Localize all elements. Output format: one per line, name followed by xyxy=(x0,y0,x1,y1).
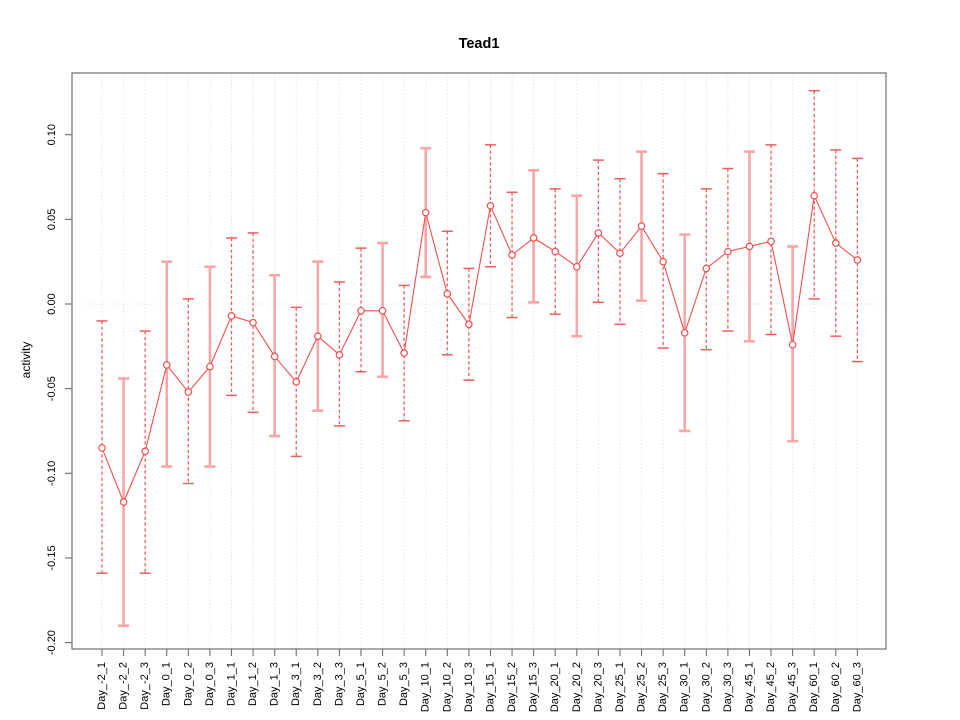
data-point xyxy=(270,352,279,361)
x-tick-label: Day_15_2 xyxy=(506,662,518,712)
data-point xyxy=(551,247,560,256)
data-point xyxy=(767,237,775,246)
data-point xyxy=(831,239,840,247)
x-tick-label: Day_20_1 xyxy=(549,662,561,712)
y-tick-label: 0.00 xyxy=(46,293,58,314)
x-tick-label: Day_45_1 xyxy=(743,662,755,712)
data-point xyxy=(637,222,646,230)
x-tick-label: Day_0_2 xyxy=(182,662,194,706)
data-point xyxy=(659,257,667,266)
y-tick-label: -0.15 xyxy=(46,545,58,570)
x-tick-label: Day_5_2 xyxy=(377,662,389,706)
data-point xyxy=(680,328,689,337)
data-point xyxy=(378,306,387,315)
x-tick-label: Day_1_1 xyxy=(225,662,237,706)
data-point xyxy=(573,262,581,271)
data-point xyxy=(206,362,214,371)
x-tick-label: Day_0_1 xyxy=(161,662,173,706)
x-tick-label: Day_60_1 xyxy=(808,662,820,712)
x-tick-label: Day_-2_1 xyxy=(96,662,108,710)
data-point xyxy=(357,306,365,315)
data-point xyxy=(443,290,452,298)
x-tick-label: Day_0_3 xyxy=(204,662,216,706)
x-tick-label: Day_1_2 xyxy=(247,662,259,706)
data-point xyxy=(162,361,171,369)
data-point xyxy=(184,388,193,396)
data-point xyxy=(249,318,257,327)
data-point xyxy=(292,378,301,386)
y-tick-label: 0.10 xyxy=(46,124,58,145)
x-tick-label: Day_60_3 xyxy=(851,662,863,712)
data-point xyxy=(314,332,322,340)
data-point xyxy=(702,264,711,273)
data-point xyxy=(508,251,516,259)
y-tick-label: -0.20 xyxy=(46,630,58,655)
x-tick-label: Day_20_3 xyxy=(592,662,604,712)
x-tick-label: Day_3_2 xyxy=(312,662,324,706)
data-point xyxy=(745,242,754,251)
x-tick-label: Day_30_2 xyxy=(700,662,712,712)
data-point xyxy=(465,320,473,329)
x-tick-label: Day_3_1 xyxy=(290,662,302,706)
data-point xyxy=(616,249,624,258)
x-tick-label: Day_10_1 xyxy=(420,662,432,712)
x-tick-label: Day_10_2 xyxy=(441,662,453,712)
x-tick-label: Day_3_3 xyxy=(333,662,345,706)
data-point xyxy=(400,349,408,357)
y-tick-label: -0.05 xyxy=(46,376,58,401)
x-tick-label: Day_15_1 xyxy=(484,662,496,712)
data-point xyxy=(421,208,430,217)
data-point xyxy=(227,312,236,320)
x-tick-label: Day_20_2 xyxy=(571,662,583,712)
series-line xyxy=(101,193,858,504)
x-tick-label: Day_25_3 xyxy=(657,662,669,712)
y-tick-label: 0.05 xyxy=(46,209,58,230)
data-point xyxy=(335,350,344,359)
data-point xyxy=(529,234,538,242)
data-point xyxy=(853,256,862,264)
x-tick-label: Day_60_2 xyxy=(830,662,842,712)
data-point xyxy=(594,229,603,237)
x-tick-label: Day_1_3 xyxy=(269,662,281,706)
x-tick-label: Day_-2_3 xyxy=(139,662,151,710)
x-tick-label: Day_45_3 xyxy=(787,662,799,712)
x-tick-label: Day_10_3 xyxy=(463,662,475,712)
data-point xyxy=(724,247,732,256)
plot-border xyxy=(71,72,887,650)
data-point xyxy=(486,202,495,210)
data-point xyxy=(810,191,819,200)
data-point xyxy=(788,340,797,349)
y-tick-label: -0.10 xyxy=(46,461,58,486)
x-tick-label: Day_5_1 xyxy=(355,662,367,706)
x-tick-label: Day_15_3 xyxy=(528,662,540,712)
x-tick-label: Day_25_2 xyxy=(636,662,648,712)
data-point xyxy=(119,498,128,506)
x-tick-label: Day_45_2 xyxy=(765,662,777,712)
chart-title: Tead1 xyxy=(458,36,500,52)
x-tick-label: Day_25_1 xyxy=(614,662,626,712)
data-point xyxy=(98,444,106,452)
data-point xyxy=(141,447,149,456)
x-tick-label: Day_5_3 xyxy=(398,662,410,706)
x-tick-label: Day_-2_2 xyxy=(118,662,130,710)
x-tick-label: Day_30_3 xyxy=(722,662,734,712)
x-tick-label: Day_30_1 xyxy=(679,662,691,712)
